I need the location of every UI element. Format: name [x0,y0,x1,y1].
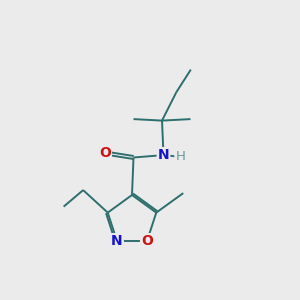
Text: O: O [99,146,111,160]
Text: N: N [111,234,123,248]
Text: N: N [158,148,169,162]
Text: H: H [176,150,185,163]
Text: O: O [141,234,153,248]
